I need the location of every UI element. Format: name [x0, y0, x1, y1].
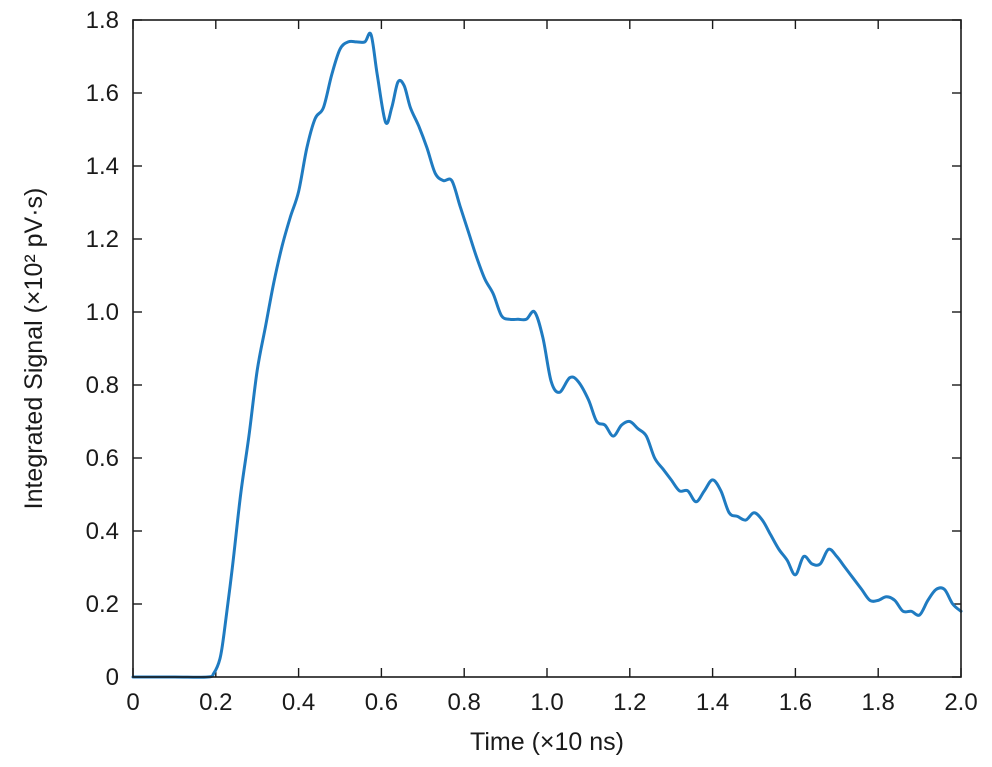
x-tick-label: 0.2: [199, 689, 232, 716]
y-tick-label: 1.2: [86, 226, 119, 253]
x-tick-label: 0.4: [282, 689, 315, 716]
y-tick-label: 0.4: [86, 518, 119, 545]
y-tick-label: 0.2: [86, 591, 119, 618]
x-tick-label: 1.2: [613, 689, 646, 716]
plot-frame: [132, 19, 962, 678]
y-axis-label: Integrated Signal (×10² pV·s): [20, 188, 48, 510]
y-tick-label: 1.0: [86, 299, 119, 326]
series-layer: [131, 31, 963, 679]
x-axis-label: Time (×10 ns): [470, 728, 624, 756]
y-tick-label: 1.4: [86, 153, 119, 180]
x-tick-label: 1.8: [862, 689, 895, 716]
x-tick-label: 0.8: [448, 689, 481, 716]
x-tick-label: 2.0: [944, 689, 977, 716]
x-tick-label: 0.6: [365, 689, 398, 716]
x-tick-label: 1.0: [530, 689, 563, 716]
x-tick-label: 0: [126, 689, 139, 716]
x-tick-label: 1.6: [779, 689, 812, 716]
axis-ticks: [132, 19, 962, 678]
x-tick-label: 1.4: [696, 689, 729, 716]
y-tick-label: 0.6: [86, 445, 119, 472]
y-tick-label: 1.6: [86, 80, 119, 107]
y-tick-label: 1.8: [86, 7, 119, 34]
y-tick-label: 0.8: [86, 372, 119, 399]
series-line-0: [131, 31, 963, 679]
axis-tick-labels: 0 0.2 0.4 0.6 0.8 1.0 1.2 1.4 1.6 1.8 2.0 0 0.2 0.4 0.…: [86, 7, 978, 716]
y-tick-label: 0: [106, 664, 119, 691]
